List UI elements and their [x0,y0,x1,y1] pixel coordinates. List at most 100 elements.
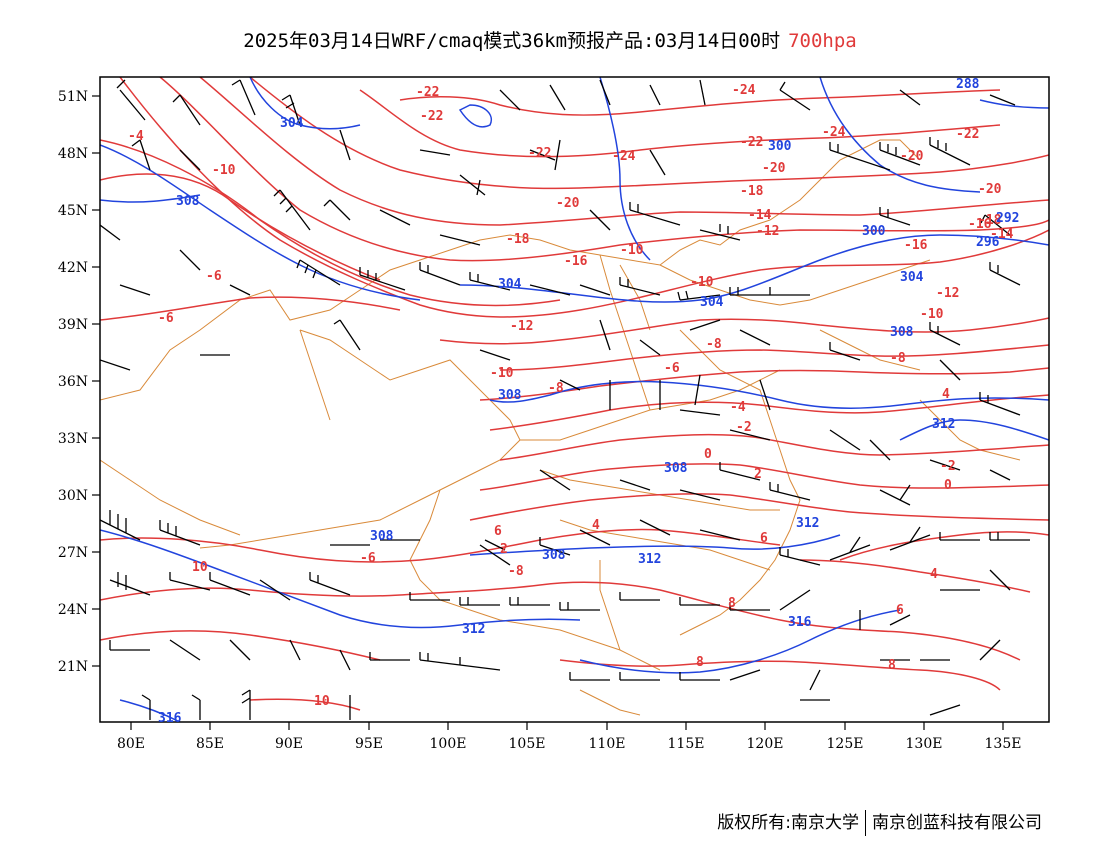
temperature-label: -20 [762,161,786,176]
longitude-axis [130,722,1004,730]
lon-tick-label: 90E [275,736,303,752]
height-label: 312 [932,417,955,432]
lon-tick-label: 115E [668,736,705,752]
height-label: 312 [462,622,485,637]
temperature-label: -6 [664,361,680,376]
title-text: 2025年03月14日WRF/cmaq模式36km预报产品:03月14日00时 [243,30,781,52]
height-label: 308 [664,461,688,476]
temperature-label: -20 [900,149,924,164]
height-contours [100,77,1049,722]
lat-tick-label: 24N [58,602,88,618]
temperature-label: -6 [360,551,376,566]
temperature-label: -16 [904,238,928,253]
temperature-label: -18 [978,213,1002,228]
lon-tick-label: 125E [827,736,864,752]
wind-barbs [100,79,1030,720]
pressure-level-label: 700hpa [788,30,857,52]
temperature-label: -22 [528,146,551,161]
temperature-label: -20 [556,196,580,211]
lon-tick-label: 105E [509,736,546,752]
height-label: 308 [176,194,200,209]
lat-tick-label: 51N [58,89,88,105]
temperature-label: 4 [942,387,950,402]
height-label: 292 [996,211,1019,226]
lat-tick-label: 48N [58,146,88,162]
temperature-label: 10 [314,694,330,709]
temperature-label: 8 [728,596,736,611]
lat-tick-label: 39N [58,317,88,333]
temperature-label: -10 [490,366,514,381]
height-label: 300 [768,139,792,154]
temperature-label: -10 [690,275,714,290]
longitude-labels: 80E 85E 90E 95E 100E 105E 110E 115E 120E… [117,736,1022,752]
height-label: 308 [542,548,566,563]
temperature-label: -2 [940,459,956,474]
temperature-label: -22 [740,135,763,150]
temperature-label: -24 [732,83,756,98]
lat-tick-label: 36N [58,374,88,390]
height-label: 312 [796,516,819,531]
latitude-axis [92,95,100,667]
temperature-label: -16 [968,217,992,232]
temperature-label: -8 [706,337,722,352]
temperature-label: -6 [158,311,174,326]
temperature-label: 10 [192,560,208,575]
temperature-contour-labels: -22 -24 -22 -24 -22 -22 -24 -20 -18 -20 … [128,83,1014,709]
height-label: 308 [890,325,914,340]
height-label: 308 [498,388,522,403]
height-label: 300 [862,224,886,239]
temperature-label: -12 [936,286,959,301]
temperature-label: 0 [704,447,712,462]
temperature-label: -6 [206,269,222,284]
lat-tick-label: 27N [58,545,88,561]
temperature-label: -10 [920,307,944,322]
height-label: 304 [280,116,304,131]
temperature-label: 0 [944,478,952,493]
temperature-label: 6 [494,524,502,539]
latitude-labels: 51N 48N 45N 42N 39N 36N 33N 30N 27N 24N … [58,89,88,675]
lon-tick-label: 120E [747,736,784,752]
height-label: 312 [638,552,661,567]
height-label: 288 [956,77,980,92]
copyright-right: 南京创蓝科技有限公司 [872,813,1042,833]
temperature-label: -10 [212,163,236,178]
temperature-label: 4 [592,518,600,533]
temperature-label: -4 [730,400,746,415]
lon-tick-label: 80E [117,736,145,752]
height-label: 296 [976,235,1000,250]
temperature-label: -8 [548,381,564,396]
temperature-label: -24 [612,149,636,164]
temperature-label: 8 [888,658,896,673]
temperature-label: -4 [128,129,144,144]
lon-tick-label: 95E [355,736,383,752]
height-label: 304 [700,295,724,310]
height-label: 308 [370,529,394,544]
height-label: 316 [158,711,182,726]
temperature-label: -10 [620,243,644,258]
plot-frame [99,76,1050,723]
lon-tick-label: 85E [196,736,224,752]
temperature-label: -8 [890,351,906,366]
height-label: 304 [498,277,522,292]
temperature-label: 6 [896,603,904,618]
boundary-lines [100,139,1021,716]
temperature-label: -16 [564,254,588,269]
height-label: 316 [788,615,812,630]
lat-tick-label: 21N [58,659,88,675]
temperature-label: 4 [930,567,938,582]
copyright-left: 版权所有:南京大学 [717,813,859,833]
temperature-label: -22 [420,109,443,124]
lat-tick-label: 45N [58,203,88,219]
lon-tick-label: 135E [985,736,1022,752]
map-title: 2025年03月14日WRF/cmaq模式36km预报产品:03月14日00时 7… [0,26,1100,53]
temperature-label: -12 [756,224,779,239]
footer-separator [865,810,866,836]
temperature-label: 2 [500,542,508,557]
copyright-footer: 版权所有:南京大学 南京创蓝科技有限公司 [717,808,1042,836]
temperature-label: 8 [696,655,704,670]
lat-tick-label: 30N [58,488,88,504]
temperature-label: 6 [760,531,768,546]
temperature-label: -14 [748,208,772,223]
lon-tick-label: 110E [589,736,626,752]
